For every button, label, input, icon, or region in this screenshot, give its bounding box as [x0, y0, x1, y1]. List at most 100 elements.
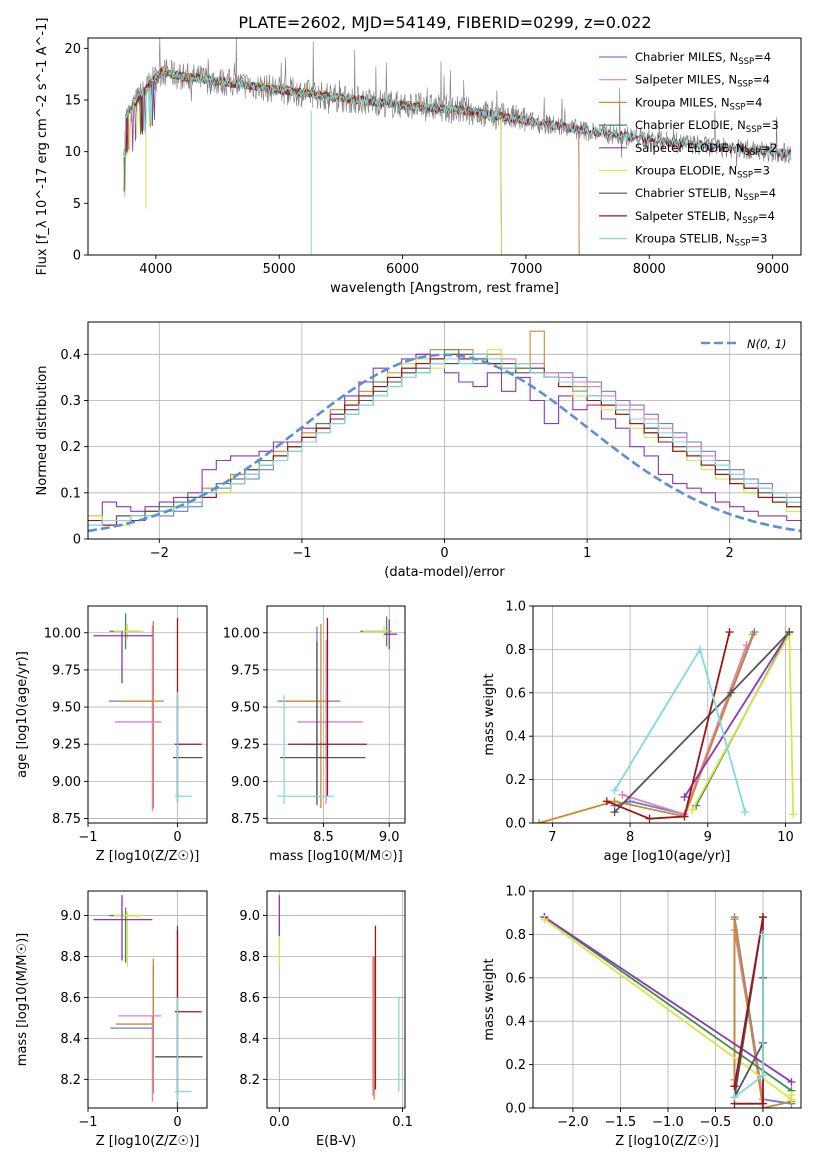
error-bar-kroupa-elodie: [362, 625, 392, 638]
y-tick-label: 0.1: [60, 486, 81, 501]
mass_vs_z-plot-area: [93, 895, 203, 1108]
age_vs_z-plot-area: [93, 613, 203, 812]
weight-line-kroupa-stelib: [610, 645, 750, 817]
mass_weight_vs_z-axes: −2.0 −1.5 −1.0 −0.5 0.0 0.0 0.2 0.4 0.6 0.8 1.0 Z […: [482, 885, 773, 1150]
y-tick-label: 20: [64, 42, 81, 57]
x-tick-label: −2: [150, 546, 169, 561]
spectrum-ylabel: Flux [f_λ 10^-17 erg cm^-2 s^-1 A^-1]: [35, 18, 50, 276]
x-tick-label: 0.0: [269, 1115, 290, 1130]
spectrum-plot-area: [123, 38, 792, 255]
mass_vs_z-panel: −1 0 8.2 8.4 8.6 8.8 9.0 Z [log10(Z/Z☉)] mass [l…: [15, 890, 208, 1149]
y-tick-label: 0.6: [505, 971, 526, 986]
mass_vs_z-xlabel: Z [log10(Z/Z☉)]: [96, 1134, 200, 1149]
x-tick-label: 0.0: [753, 1115, 774, 1130]
age_vs_z-frame: [87, 605, 208, 824]
mass_weight_vs_age-ylabel: mass weight: [482, 673, 497, 755]
x-tick-label: 8000: [633, 262, 666, 277]
y-tick-label: 0.4: [505, 1015, 526, 1030]
y-tick-label: 10.00: [44, 626, 81, 641]
error-bar-salpeter-elodie: [93, 631, 153, 684]
residuals-legend: N(0, 1): [701, 337, 787, 351]
histogram-kroupa-stelib: [88, 353, 801, 526]
error-bar-kroupa-miles: [115, 958, 154, 1094]
gaussian-curve: [88, 353, 801, 533]
mass_vs_ebv-panel: 0.0 0.1 8.2 8.4 8.6 8.8 9.0 E(B-V): [239, 890, 413, 1149]
y-tick-label: 0.8: [505, 643, 526, 658]
weight-line-chabrier-stelib: [610, 628, 794, 817]
error-bar-kroupa-stelib: [277, 695, 335, 804]
x-tick-label: −0.5: [700, 1115, 732, 1130]
x-tick-label: 8.5: [313, 830, 334, 845]
spectrum-panel: 4000 5000 6000 7000 8000 9000 0 5 10 15 20 waveleng…: [35, 18, 802, 296]
legend-entry: Salpeter STELIB, NSSP=4: [635, 209, 775, 226]
mass_weight_vs_age-xlabel: age [log10(age/yr)]: [604, 849, 731, 864]
x-tick-label: 7: [548, 830, 556, 845]
age_vs_mass-grid: [267, 606, 405, 823]
mass_weight_vs_age-plot-area: [535, 628, 798, 823]
y-tick-label: 5: [73, 197, 81, 212]
y-tick-label: 8.4: [239, 1032, 260, 1047]
x-tick-label: 9.0: [379, 830, 400, 845]
y-tick-label: 8.4: [60, 1032, 81, 1047]
mass_weight_vs_age-axes: 7 8 9 10 0.0 0.2 0.4 0.6 0.8 1.0 age [log10(age/yr…: [482, 600, 794, 865]
mass_weight_vs_z-frame: [532, 890, 802, 1109]
residuals-ylabel: Normed distribution: [35, 366, 50, 496]
spectrum-frame: [87, 37, 802, 256]
x-tick-label: 1: [583, 546, 591, 561]
y-tick-label: 9.00: [231, 775, 260, 790]
mass_weight_vs_age-frame: [532, 605, 802, 824]
y-tick-label: 0.2: [60, 440, 81, 455]
error-bar-kroupa-elodie: [113, 911, 144, 967]
error-bar-kroupa-stelib: [174, 997, 192, 1102]
y-tick-label: 0.2: [505, 773, 526, 788]
x-tick-label: −1.5: [605, 1115, 637, 1130]
legend-entry: Chabrier MILES, NSSP=4: [635, 50, 771, 67]
spectrum-xlabel: wavelength [Angstrom, rest frame]: [330, 281, 559, 296]
residuals-axes: −2 −1 0 1 2 0 0.1 0.2 0.3 0.4 (data-model)/error No…: [35, 348, 734, 580]
age_vs_z-xlabel: Z [log10(Z/Z☉)]: [96, 849, 200, 864]
mass_vs_z-frame: [87, 890, 208, 1109]
x-tick-label: 7000: [509, 262, 542, 277]
legend-entry: Chabrier ELODIE, NSSP=3: [635, 118, 779, 135]
error-bar-kroupa-miles: [281, 623, 332, 809]
mass_vs_z-axes: −1 0 8.2 8.4 8.6 8.8 9.0 Z [log10(Z/Z☉)] mass [l…: [15, 909, 199, 1149]
error-bar-salpeter-elodie: [93, 895, 153, 961]
age_vs_mass-frame: [266, 605, 406, 824]
y-tick-label: 1.0: [505, 600, 526, 615]
panels-container: 4000 5000 6000 7000 8000 900005101520waveleng…: [15, 18, 802, 1150]
y-tick-label: 9.75: [52, 663, 81, 678]
y-tick-label: 8.8: [239, 950, 260, 965]
histogram-salpeter-elodie: [88, 353, 801, 522]
age_vs_z-ylabel: age [log10(age/yr)]: [15, 651, 30, 778]
y-tick-label: 0: [73, 249, 81, 264]
y-tick-label: 8.75: [52, 812, 81, 827]
mass_weight_vs_age-panel: 7 8 9 10 0.0 0.2 0.4 0.6 0.8 1.0 age [log10(age/yr…: [482, 600, 802, 865]
error-bar-chabrier-stelib: [280, 641, 366, 806]
legend-entry: Chabrier STELIB, NSSP=4: [635, 186, 776, 203]
x-tick-label: 4000: [139, 262, 172, 277]
mass_weight_vs_z-ylabel: mass weight: [482, 958, 497, 1040]
y-tick-label: 9.0: [239, 909, 260, 924]
legend-entry: Kroupa STELIB, NSSP=3: [635, 232, 767, 249]
x-tick-label: 10: [777, 830, 794, 845]
mass_weight_vs_z-plot-area: [540, 913, 796, 1108]
y-tick-label: 8.2: [60, 1073, 81, 1088]
y-tick-label: 9.00: [52, 775, 81, 790]
x-tick-label: 8: [626, 830, 634, 845]
error-bar-kroupa-stelib: [174, 692, 192, 804]
age_vs_z-panel: −1 0 8.75 9.00 9.25 9.50 9.75 10.00 Z [log10(Z/Z…: [15, 605, 208, 864]
legend-entry: Kroupa ELODIE, NSSP=3: [635, 164, 770, 181]
x-tick-label: 0.1: [392, 1115, 413, 1130]
x-tick-label: −1: [78, 1115, 97, 1130]
x-tick-label: 9000: [756, 262, 789, 277]
age_vs_mass-xlabel: mass [log10(M/M☉)]: [269, 849, 402, 864]
legend-entry: N(0, 1): [747, 337, 787, 351]
y-tick-label: 8.75: [231, 812, 260, 827]
y-tick-label: 9.0: [60, 909, 81, 924]
age_vs_mass-plot-area: [277, 616, 398, 809]
spectrum-legend: Chabrier MILES, NSSP=4 Salpeter MILES, NS…: [599, 50, 779, 249]
error-bar-salpeter-miles: [297, 640, 363, 804]
figure-title: PLATE=2602, MJD=54149, FIBERID=0299, z=0…: [238, 13, 651, 32]
